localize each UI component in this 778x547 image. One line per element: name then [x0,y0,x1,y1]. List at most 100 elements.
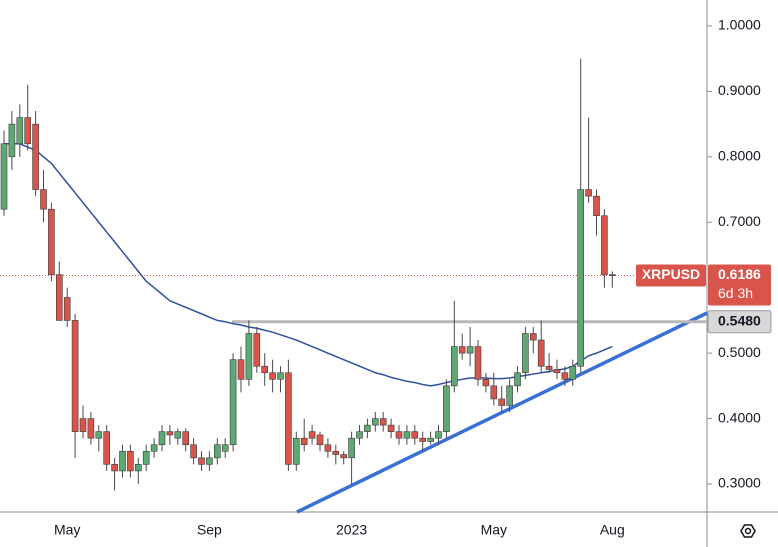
candle-body [371,418,379,426]
candle-body [608,274,616,276]
candle-body [103,431,110,465]
candle-body [340,454,348,459]
candle-body [229,359,237,446]
candle-body [435,431,442,439]
candle-body [395,431,403,439]
countdown-label: 6d 3h [718,285,753,301]
candle-body [506,385,513,406]
plot-area [0,58,707,491]
candle-body [127,450,134,472]
candle-body [111,464,118,472]
support-label: 0.5480 [718,312,761,328]
candle-body [237,359,245,380]
candle-body [206,457,213,465]
candle-body [522,333,529,374]
candle-body [261,365,269,374]
candle-body [450,346,458,387]
candle-body [379,418,387,426]
candle-body [182,431,189,446]
candle-body [55,274,63,321]
candle-body [498,398,506,406]
y-tick-label: 0.4000 [718,409,761,425]
y-tick-label: 0.8000 [718,148,761,164]
candle-body [166,431,174,436]
candle-body [142,450,150,465]
candle-body [419,437,427,442]
candle-body [174,431,182,439]
candle-body [537,339,545,367]
candle-body [63,297,71,321]
candle-body [553,369,561,374]
candle-body [119,450,126,472]
candle-body [253,333,261,367]
candle-body [356,431,363,439]
candle-body [569,365,577,380]
candle-body [427,437,434,442]
x-tick-label: May [481,522,507,538]
x-tick-label: May [54,522,80,538]
candle-body [245,333,253,380]
candle-body [316,434,324,446]
symbol-tag [636,264,706,287]
x-tick-label: Sep [197,522,222,538]
candle-body [364,424,371,432]
candle-body [593,195,600,217]
candle-body [214,444,221,459]
candle-body [466,346,474,354]
candle-body [269,372,276,380]
y-tick-label: 1.0000 [718,17,761,33]
y-tick-label: 0.3000 [718,475,761,491]
symbol-label: XRPUSD [642,266,700,282]
settings-icon[interactable] [740,524,756,538]
candle-body [387,424,395,432]
candle-body [474,346,482,380]
candle-body [529,333,537,341]
candle-body [190,444,197,459]
candle-body [150,444,158,452]
candle-body [545,365,553,370]
candle-body [411,431,419,439]
candle-body [332,450,340,455]
price-tag [708,264,771,306]
candle-body [48,208,55,275]
candle-body [514,372,521,387]
candle-body [8,123,16,158]
candle-body [95,431,103,439]
candle-body [285,372,292,465]
candle-body [308,431,316,439]
x-tick-label: 2023 [336,522,367,538]
y-tick-label: 0.9000 [718,82,761,98]
trendline [296,311,708,514]
candle-body [585,189,592,197]
candle-body [601,215,608,275]
candle-body [158,431,166,446]
candle-body [324,444,332,452]
candle-body [0,143,8,210]
candle-body [482,379,490,387]
x-tick-label: Aug [600,522,625,538]
candle-body [561,372,569,380]
candle-body [300,437,308,446]
candle-body [348,437,355,459]
settings-hexagon[interactable] [740,524,756,538]
candle-body [24,117,32,145]
candle-body [135,464,142,472]
candle-body [277,372,284,380]
candle-body [403,431,411,439]
candle-body [32,123,39,190]
candle-body [458,346,466,354]
settings-dot[interactable] [744,527,752,535]
candle-body [87,418,95,439]
support-tag [707,310,772,334]
y-tick-label: 0.7000 [718,213,761,229]
candle-body [16,117,24,145]
candle-body [443,385,450,432]
candle-body [40,189,47,210]
candle-body [221,444,229,452]
candle-body [79,418,87,432]
last-price-label: 0.6186 [718,266,761,282]
candle-body [490,385,498,400]
candle-body [577,189,585,367]
candle-body [198,457,205,465]
